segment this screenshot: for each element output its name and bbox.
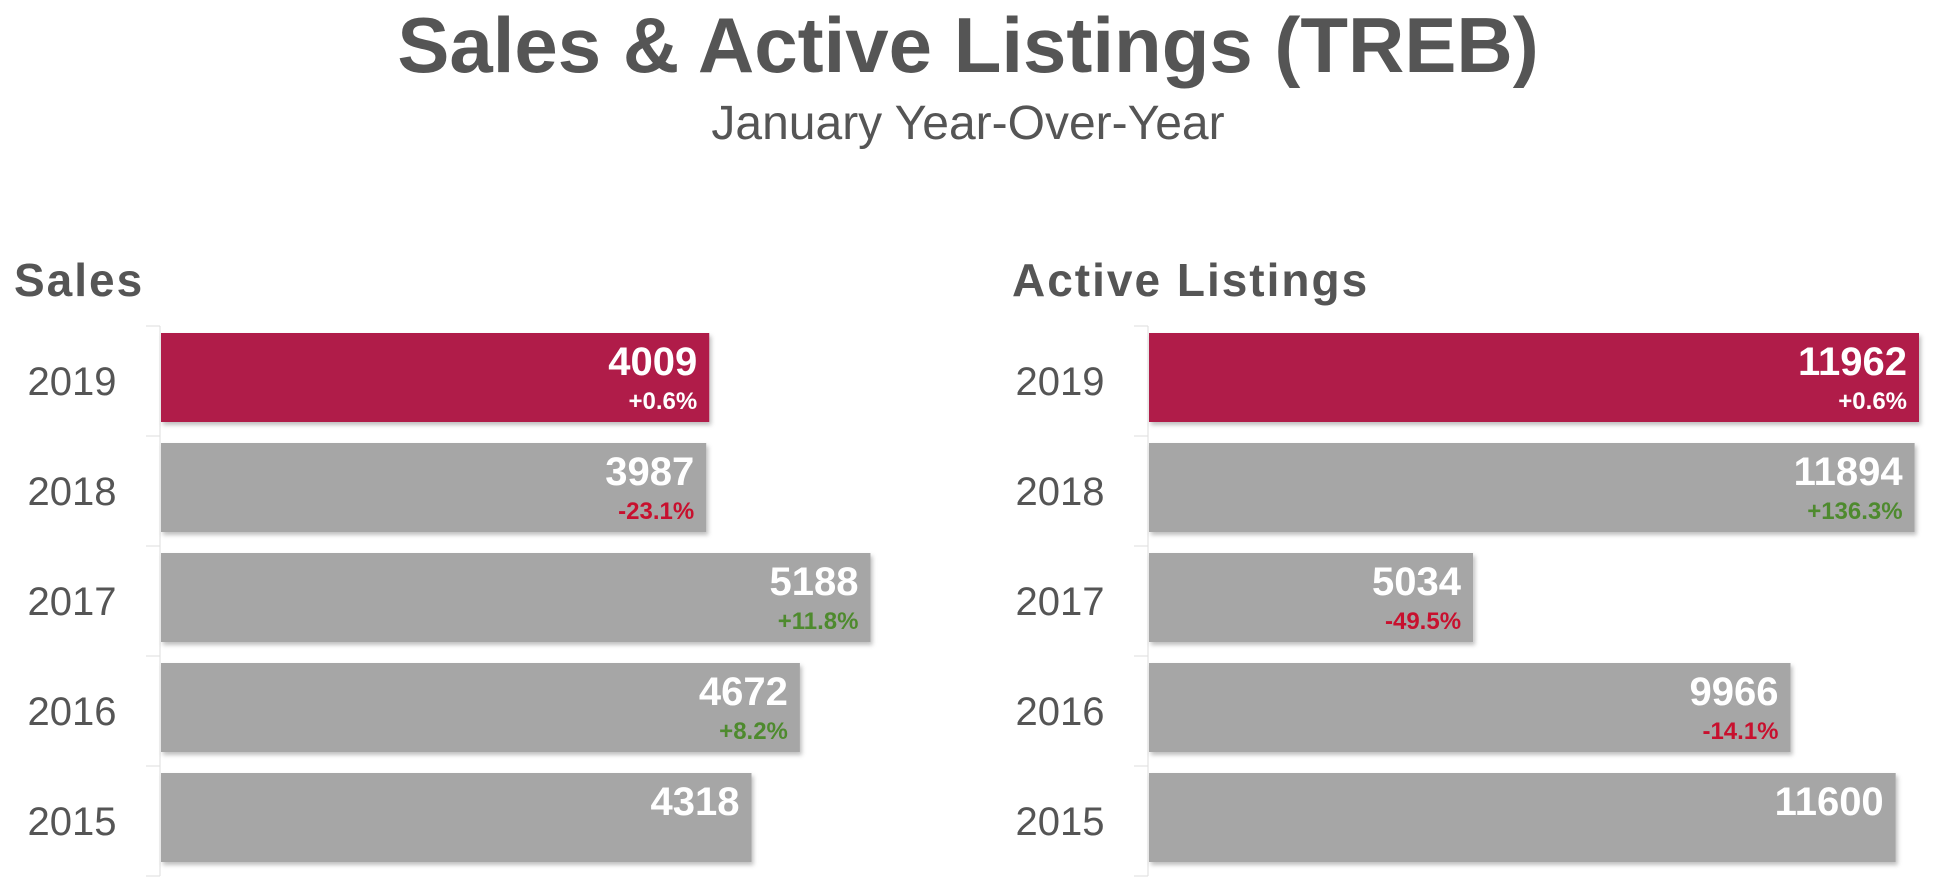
listings-chart: Active Listings 2019 11962 +0.6% 2018 11894 +1… — [1012, 254, 1919, 877]
listings-panel-title: Active Listings — [1012, 254, 1369, 306]
sales-value-label: 5188 — [769, 560, 858, 604]
listings-bar-2018 — [1149, 443, 1915, 532]
sales-value-label: 4318 — [651, 780, 740, 824]
sales-change-label: +8.2% — [719, 718, 788, 745]
sales-category-label: 2016 — [28, 690, 117, 734]
sales-bar-2019 — [161, 333, 710, 422]
listings-change-label: +136.3% — [1807, 498, 1902, 525]
sales-bar-2018 — [161, 443, 707, 532]
listings-bar-2019 — [1149, 333, 1919, 422]
listings-value-label: 9966 — [1690, 670, 1779, 714]
listings-bar-2016 — [1149, 663, 1791, 752]
sales-category-label: 2018 — [28, 470, 117, 514]
sales-panel-title: Sales — [14, 254, 144, 306]
listings-value-label: 5034 — [1372, 560, 1462, 604]
sales-category-label: 2015 — [28, 800, 117, 844]
listings-category-label: 2015 — [1016, 800, 1105, 844]
sales-chart: Sales 2019 4009 +0.6% 2018 3987 -23.1% 2017 5188… — [14, 254, 871, 877]
listings-category-label: 2017 — [1016, 580, 1105, 624]
listings-value-label: 11894 — [1794, 450, 1904, 494]
sales-category-label: 2017 — [28, 580, 117, 624]
listings-category-label: 2018 — [1016, 470, 1105, 514]
sales-bar-2017 — [161, 553, 871, 642]
sales-value-label: 4672 — [699, 670, 788, 714]
listings-value-label: 11962 — [1798, 340, 1907, 384]
sales-change-label: -23.1% — [618, 498, 694, 525]
listings-category-label: 2016 — [1016, 690, 1105, 734]
sales-bar-2015 — [161, 773, 752, 862]
listings-category-label: 2019 — [1016, 360, 1105, 404]
listings-bar-2017 — [1149, 553, 1474, 642]
sales-value-label: 3987 — [605, 450, 694, 494]
listings-change-label: -14.1% — [1702, 718, 1778, 745]
chart-subtitle: January Year-Over-Year — [711, 97, 1225, 150]
sales-value-label: 4009 — [608, 340, 697, 384]
listings-change-label: +0.6% — [1838, 388, 1907, 415]
listings-change-label: -49.5% — [1385, 608, 1461, 635]
chart-title: Sales & Active Listings (TREB) — [397, 1, 1539, 89]
listings-bar-2015 — [1149, 773, 1896, 862]
sales-change-label: +0.6% — [629, 388, 698, 415]
listings-value-label: 11600 — [1775, 780, 1884, 824]
sales-category-label: 2019 — [28, 360, 117, 404]
sales-change-label: +11.8% — [778, 608, 859, 635]
sales-bar-2016 — [161, 663, 800, 752]
